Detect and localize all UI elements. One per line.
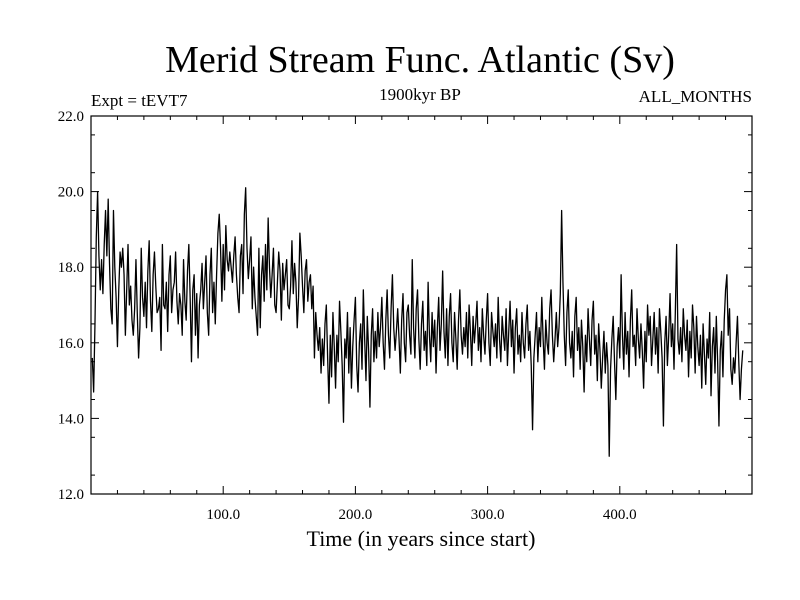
experiment-label: Expt = tEVT7 <box>91 91 188 110</box>
y-tick-label: 22.0 <box>58 109 84 125</box>
chart-title: Merid Stream Func. Atlantic (Sv) <box>165 39 675 81</box>
x-tick-label: 400.0 <box>603 507 637 523</box>
x-tick-label: 300.0 <box>471 507 505 523</box>
months-label: ALL_MONTHS <box>639 87 752 106</box>
x-tick-label: 200.0 <box>339 507 373 523</box>
y-tick-label: 14.0 <box>58 411 84 427</box>
series-layer <box>91 187 744 457</box>
x-axis: 100.0 200.0 300.0 400.0 <box>116 116 727 523</box>
y-tick-label: 20.0 <box>58 185 84 201</box>
plot-frame <box>90 115 753 495</box>
x-axis-label: Time (in years since start) <box>307 526 536 551</box>
y-tick-label: 16.0 <box>58 336 84 352</box>
y-tick-label: 12.0 <box>58 487 84 503</box>
y-tick-label: 18.0 <box>58 260 84 276</box>
series-line <box>91 187 744 457</box>
x-tick-label: 100.0 <box>206 507 240 523</box>
y-axis: 12.0 14.0 16.0 18.0 20.0 22.0 <box>58 109 752 503</box>
period-label: 1900kyr BP <box>379 85 461 104</box>
